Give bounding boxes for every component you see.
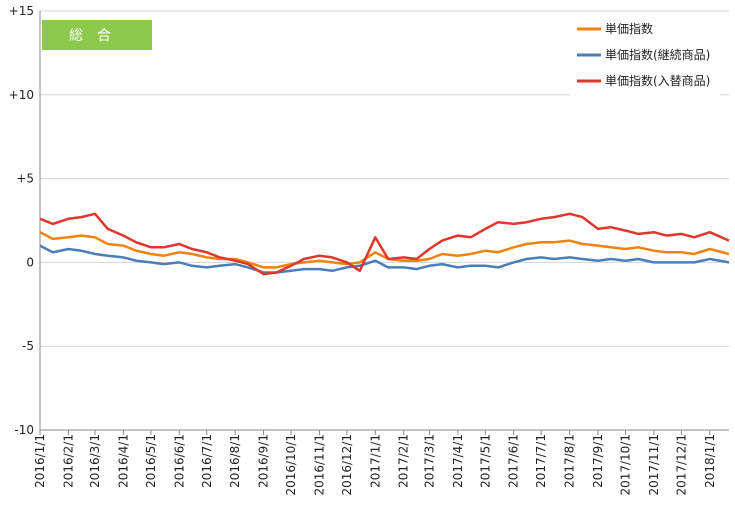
- x-tick-label: 2016/11/1: [312, 434, 326, 496]
- y-tick-label: +10: [9, 88, 34, 102]
- legend-label: 単価指数(継続商品): [605, 47, 710, 62]
- x-tick-label: 2017/1/1: [368, 434, 382, 488]
- x-tick-label: 2017/4/1: [451, 434, 465, 488]
- x-tick-label: 2017/12/1: [674, 434, 688, 496]
- y-tick-label: -5: [22, 339, 34, 353]
- y-tick-label: +15: [9, 4, 34, 18]
- x-tick-label: 2016/9/1: [257, 434, 271, 488]
- x-tick-label: 2017/8/1: [563, 434, 577, 488]
- x-tick-label: 2018/1/1: [703, 434, 717, 488]
- x-axis: 2016/1/1 2016/2/1 2016/3/1 2016/4/1 2016/5/1…: [33, 429, 729, 496]
- series-line-2: [39, 244, 730, 274]
- x-tick-label: 2017/7/1: [534, 434, 548, 488]
- badge: 総合: [42, 20, 152, 50]
- badge-box: [42, 20, 152, 50]
- legend-label: 単価指数: [605, 21, 653, 36]
- badge-label: 総合: [69, 28, 125, 44]
- x-tick-label: 2016/12/1: [340, 434, 354, 496]
- x-tick-label: 2016/8/1: [228, 434, 242, 488]
- x-tick-label: 2016/7/1: [200, 434, 214, 488]
- series-line-3: [39, 212, 730, 276]
- x-tick-label: 2017/6/1: [507, 434, 521, 488]
- x-tick-label: 2017/2/1: [397, 434, 411, 488]
- x-tick-label: 2016/4/1: [116, 434, 130, 488]
- y-axis: -10 -5 0 +5 +10 +15: [9, 4, 41, 437]
- x-tick-label: 2016/2/1: [61, 434, 75, 488]
- series-lines: [39, 212, 730, 276]
- legend-label: 単価指数(入替商品): [605, 73, 710, 88]
- x-tick-label: 2017/11/1: [647, 434, 661, 496]
- series-line-1: [39, 231, 730, 269]
- x-tick-label: 2016/6/1: [172, 434, 186, 488]
- y-tick-label: 0: [26, 255, 34, 269]
- y-tick-label: -10: [14, 423, 34, 437]
- x-tick-label: 2016/3/1: [88, 434, 102, 488]
- x-tick-label: 2017/5/1: [478, 434, 492, 488]
- x-tick-label: 2016/10/1: [284, 434, 298, 496]
- x-tick-label: 2016/1/1: [33, 434, 47, 488]
- x-tick-label: 2017/9/1: [591, 434, 605, 488]
- x-tick-label: 2017/10/1: [618, 434, 632, 496]
- x-tick-label: 2017/3/1: [422, 434, 436, 488]
- x-tick-label: 2016/5/1: [144, 434, 158, 488]
- y-tick-label: +5: [16, 172, 34, 186]
